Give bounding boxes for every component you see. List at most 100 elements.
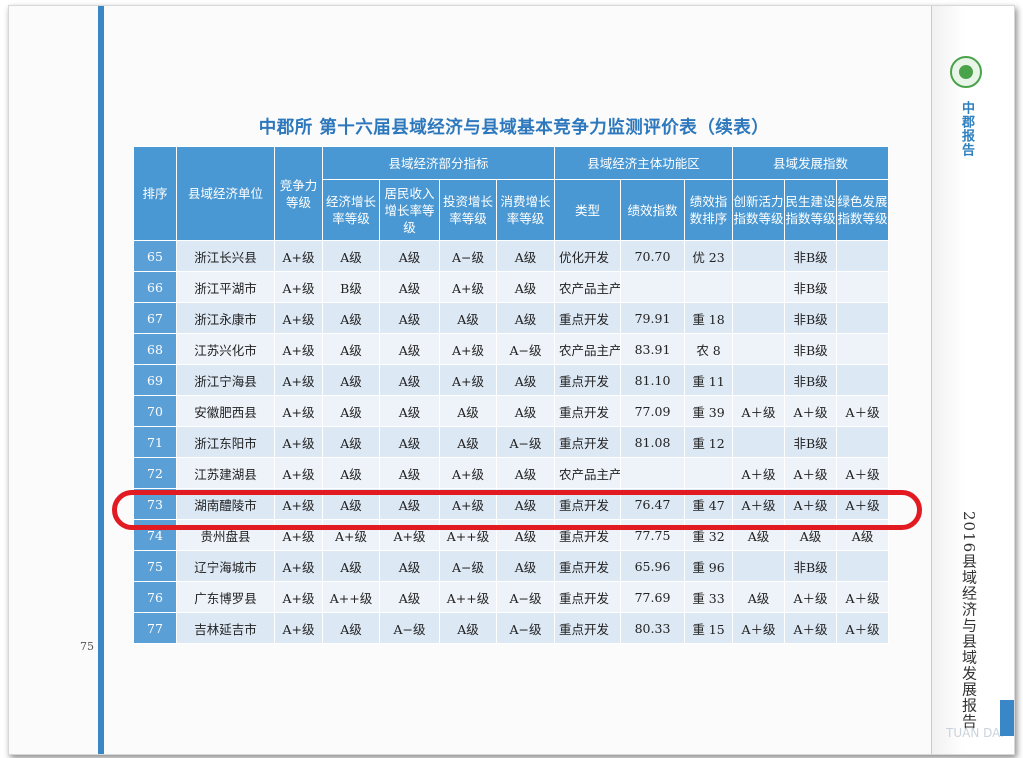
corner-accent: [1000, 700, 1014, 736]
cell-unit: 浙江宁海县: [176, 364, 275, 396]
cell-green: [836, 550, 890, 582]
cell-consume-growth: A级: [495, 519, 556, 551]
cell-innovation: A＋级: [732, 395, 786, 427]
cell-income-growth: A级: [379, 240, 440, 272]
cell-econ-growth: B级: [322, 271, 380, 303]
cell-type: 农产品主产: [554, 457, 622, 489]
cell-income-growth: A级: [379, 550, 440, 582]
cell-econ-growth: A+级: [322, 519, 380, 551]
table-row: 76 广东博罗县 A+级 A++级 A级 A++级 A−级 重点开发 77.69 重 33 A级 A＋…: [133, 581, 890, 613]
cell-consume-growth: A级: [495, 302, 556, 334]
cell-rank: 72: [133, 457, 177, 489]
cell-green: A＋级: [836, 612, 890, 644]
cell-innovation: [732, 364, 786, 396]
cell-perf-rank: [684, 457, 734, 489]
cell-invest-growth: A+级: [439, 364, 497, 396]
cell-competitiveness: A+级: [274, 395, 323, 427]
cell-consume-growth: A级: [495, 364, 556, 396]
cell-perf-rank: 重 32: [684, 519, 734, 551]
table-row: 75 辽宁海城市 A+级 A级 A级 A−级 A级 重点开发 65.96 重 96 非B级: [133, 550, 890, 582]
table-row: 72 江苏建湖县 A+级 A级 A级 A+级 A级 农产品主产 A＋级 A＋级 A＋级: [133, 457, 890, 489]
cell-innovation: A级: [732, 581, 786, 613]
cell-unit: 浙江长兴县: [176, 240, 275, 272]
cell-perf-index: 65.96: [620, 550, 686, 582]
table-row: 77 吉林延吉市 A+级 A级 A−级 A级 A−级 重点开发 80.33 重 15 A＋级 A＋级 A…: [133, 612, 890, 644]
table-row: 69 浙江宁海县 A+级 A级 A级 A+级 A级 重点开发 81.10 重 11 非B级: [133, 364, 890, 396]
cell-rank: 65: [133, 240, 177, 272]
cell-livelihood: A＋级: [784, 457, 838, 489]
cell-income-growth: A级: [379, 395, 440, 427]
cell-invest-growth: A+级: [439, 333, 497, 365]
cell-unit: 广东博罗县: [176, 581, 275, 613]
cell-rank: 76: [133, 581, 177, 613]
cell-perf-index: 81.10: [620, 364, 686, 396]
cell-income-growth: A级: [379, 364, 440, 396]
evaluation-table: 排序 县域经济单位 竞争力等级 县域经济部分指标 县域经济主体功能区 县域发展指…: [133, 146, 890, 644]
cell-competitiveness: A+级: [274, 426, 323, 458]
cell-competitiveness: A+级: [274, 581, 323, 613]
side-report-title: 2016县域经济与县域发展报告: [960, 511, 978, 730]
cell-invest-growth: A级: [439, 395, 497, 427]
cell-livelihood: A＋级: [784, 612, 838, 644]
cell-invest-growth: A级: [439, 426, 497, 458]
cell-unit: 江苏兴化市: [176, 333, 275, 365]
cell-competitiveness: A+级: [274, 333, 323, 365]
cell-perf-index: 77.09: [620, 395, 686, 427]
cell-econ-growth: A级: [322, 302, 380, 334]
cell-perf-rank: [684, 271, 734, 303]
cell-econ-growth: A级: [322, 395, 380, 427]
cell-competitiveness: A+级: [274, 612, 323, 644]
cell-type: 重点开发: [554, 395, 622, 427]
header-consume-growth: 消费增长率等级: [495, 179, 556, 241]
cell-type: 重点开发: [554, 302, 622, 334]
cell-innovation: [732, 302, 786, 334]
cell-livelihood: 非B级: [784, 364, 838, 396]
cell-income-growth: A级: [379, 426, 440, 458]
cell-rank: 68: [133, 333, 177, 365]
cell-livelihood: A级: [784, 519, 838, 551]
cell-green: [836, 240, 890, 272]
table-title: 中郡所 第十六届县域经济与县域基本竞争力监测评价表（续表）: [258, 118, 770, 138]
header-income-growth: 居民收入增长率等级: [379, 179, 440, 241]
cell-rank: 69: [133, 364, 177, 396]
table-row: 66 浙江平湖市 A+级 B级 A级 A+级 A级 农产品主产 非B级: [133, 271, 890, 303]
cell-type: 农产品主产: [554, 333, 622, 365]
header-group-development: 县域发展指数: [732, 146, 890, 180]
cell-perf-index: [620, 271, 686, 303]
cell-perf-rank: 重 39: [684, 395, 734, 427]
cell-invest-growth: A++级: [439, 519, 497, 551]
cell-innovation: [732, 271, 786, 303]
cell-income-growth: A级: [379, 333, 440, 365]
cell-type: 重点开发: [554, 581, 622, 613]
cell-econ-growth: A级: [322, 550, 380, 582]
cell-econ-growth: A级: [322, 364, 380, 396]
cell-perf-rank: 重 15: [684, 612, 734, 644]
table-row: 65 浙江长兴县 A+级 A级 A级 A−级 A级 优化开发 70.70 优 23 非B级: [133, 240, 890, 272]
cell-unit: 浙江平湖市: [176, 271, 275, 303]
side-brand-label: 中郡报告: [959, 101, 974, 157]
cell-income-growth: A级: [379, 581, 440, 613]
cell-income-growth: A级: [379, 302, 440, 334]
cell-unit: 贵州盘县: [176, 519, 275, 551]
cell-econ-growth: A级: [322, 333, 380, 365]
cell-green: [836, 426, 890, 458]
cell-competitiveness: A+级: [274, 457, 323, 489]
cell-perf-index: 70.70: [620, 240, 686, 272]
cell-innovation: A＋级: [732, 612, 786, 644]
header-group-function: 县域经济主体功能区: [554, 146, 734, 180]
cell-green: [836, 302, 890, 334]
header-unit: 县域经济单位: [176, 146, 275, 241]
cell-livelihood: 非B级: [784, 550, 838, 582]
cell-rank: 77: [133, 612, 177, 644]
cell-invest-growth: A−级: [439, 550, 497, 582]
left-accent-bar: [98, 6, 104, 754]
cell-perf-rank: 重 33: [684, 581, 734, 613]
table-row: 74 贵州盘县 A+级 A+级 A+级 A++级 A级 重点开发 77.75 重 32 A级 A级 A级: [133, 519, 890, 551]
cell-green: A级: [836, 519, 890, 551]
cell-econ-growth: A级: [322, 612, 380, 644]
cell-type: 农产品主产: [554, 271, 622, 303]
cell-type: 重点开发: [554, 519, 622, 551]
cell-invest-growth: A+级: [439, 271, 497, 303]
header-econ-growth: 经济增长率等级: [322, 179, 380, 241]
cell-rank: 70: [133, 395, 177, 427]
